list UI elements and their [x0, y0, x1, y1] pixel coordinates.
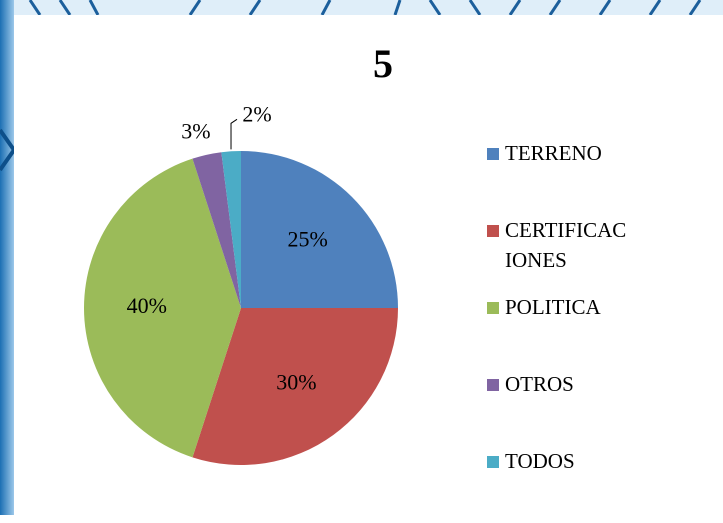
page: 5 25% 30% 40% 3% 2% TERRENO CERTIFICACIONES PO…	[0, 0, 723, 515]
legend-item: POLITICA	[487, 292, 637, 369]
legend-swatch	[487, 302, 499, 314]
legend-label: TERRENO	[505, 138, 633, 168]
legend-item: TODOS	[487, 446, 637, 523]
legend-swatch	[487, 225, 499, 237]
data-label: 2%	[242, 101, 271, 126]
legend-label: POLITICA	[505, 292, 633, 322]
legend-swatch	[487, 379, 499, 391]
legend-label: CERTIFICACIONES	[505, 215, 633, 275]
legend-swatch	[487, 456, 499, 468]
data-label: 25%	[287, 226, 327, 251]
legend: TERRENO CERTIFICACIONES POLITICA OTROS TODOS	[487, 138, 637, 523]
legend-item: CERTIFICACIONES	[487, 215, 637, 292]
data-label: 40%	[127, 293, 167, 318]
data-label: 3%	[181, 118, 210, 143]
legend-label: OTROS	[505, 369, 633, 399]
legend-item: OTROS	[487, 369, 637, 446]
chart-title: 5	[373, 41, 393, 86]
legend-swatch	[487, 148, 499, 160]
legend-item: TERRENO	[487, 138, 637, 215]
data-label: 30%	[276, 369, 316, 394]
legend-label: TODOS	[505, 446, 633, 476]
